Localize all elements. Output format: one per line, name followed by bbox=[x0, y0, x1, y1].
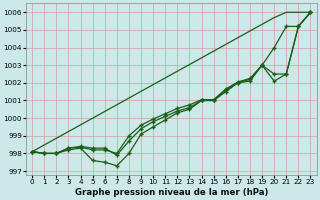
X-axis label: Graphe pression niveau de la mer (hPa): Graphe pression niveau de la mer (hPa) bbox=[75, 188, 268, 197]
